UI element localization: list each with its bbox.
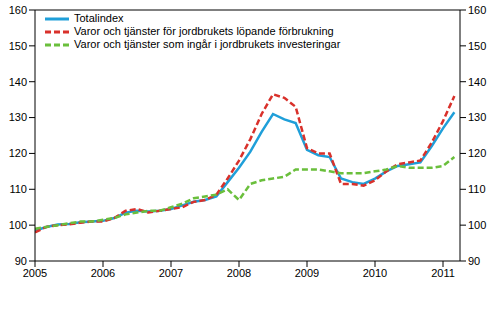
svg-text:160: 160 bbox=[9, 4, 27, 16]
html-text:Varor och tjänster för jordbru: Varor och tjänster för jordbrukets löpan… bbox=[74, 25, 334, 37]
svg-text:2006: 2006 bbox=[91, 267, 115, 279]
html-text:Totalindex: Totalindex bbox=[74, 12, 124, 24]
svg-text:100: 100 bbox=[468, 219, 486, 231]
svg-text:150: 150 bbox=[9, 40, 27, 52]
svg-text:130: 130 bbox=[468, 111, 486, 123]
svg-text:150: 150 bbox=[468, 40, 486, 52]
svg-text:110: 110 bbox=[468, 183, 486, 195]
svg-text:2011: 2011 bbox=[431, 267, 455, 279]
svg-text:2009: 2009 bbox=[295, 267, 319, 279]
svg-text:2010: 2010 bbox=[363, 267, 387, 279]
svg-text:90: 90 bbox=[15, 255, 27, 267]
svg-text:130: 130 bbox=[9, 111, 27, 123]
svg-text:100: 100 bbox=[9, 219, 27, 231]
svg-text:2008: 2008 bbox=[227, 267, 251, 279]
svg-text:2007: 2007 bbox=[159, 267, 183, 279]
svg-text:140: 140 bbox=[468, 76, 486, 88]
svg-text:90: 90 bbox=[468, 255, 480, 267]
html-text:Varor och tjänster som ingår i: Varor och tjänster som ingår i jordbruke… bbox=[74, 38, 341, 50]
svg-text:120: 120 bbox=[9, 147, 27, 159]
svg-text:2005: 2005 bbox=[23, 267, 47, 279]
svg-text:110: 110 bbox=[9, 183, 27, 195]
svg-text:120: 120 bbox=[468, 147, 486, 159]
svg-text:140: 140 bbox=[9, 76, 27, 88]
svg-text:160: 160 bbox=[468, 4, 486, 16]
